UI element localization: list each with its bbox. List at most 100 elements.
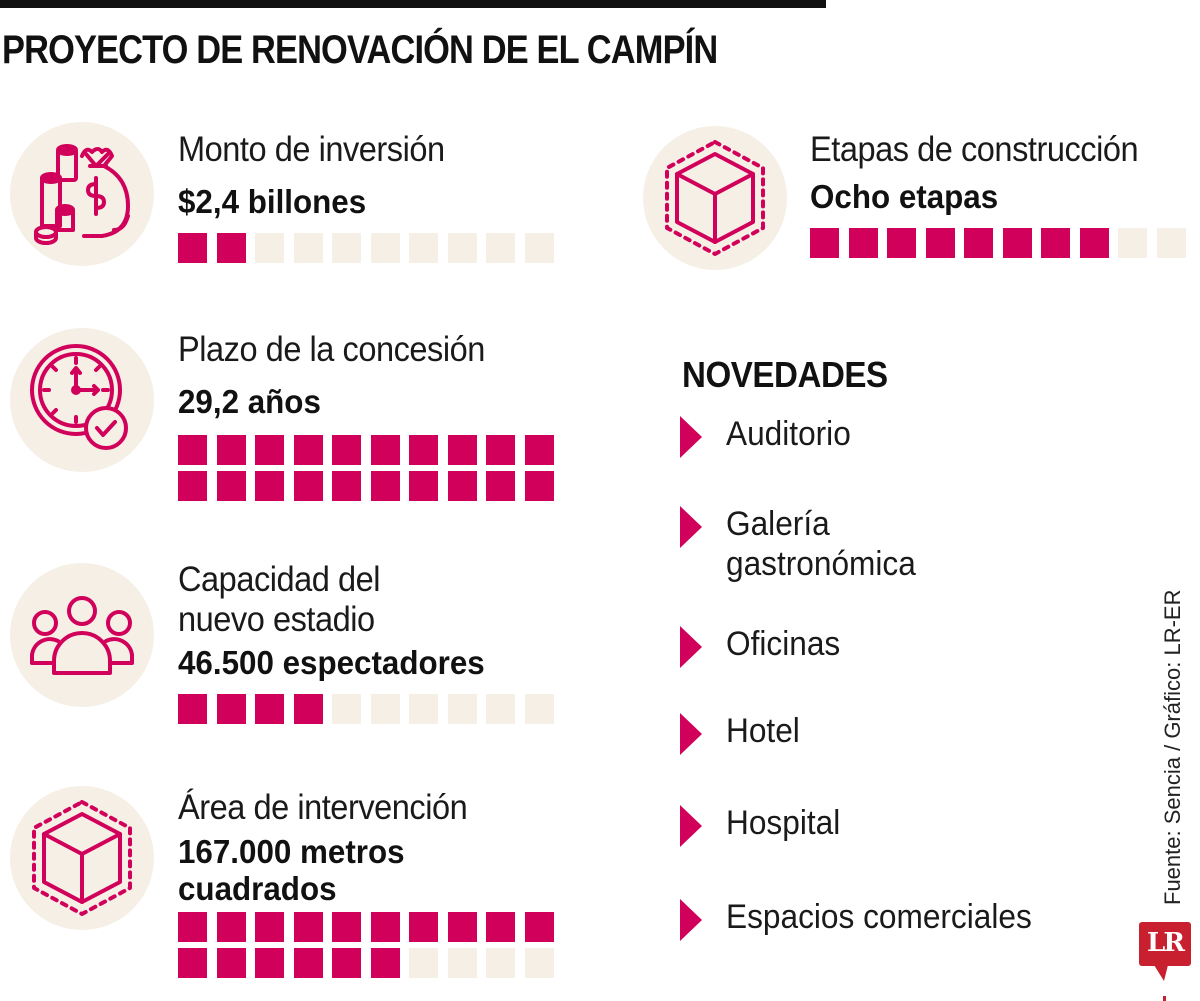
source-credit: Fuente: Sencia / Gráfico: LR-ER xyxy=(1160,589,1185,905)
pictogram-square-empty xyxy=(486,694,515,724)
pictogram-square-empty xyxy=(486,233,515,263)
cube-area-icon xyxy=(643,126,787,270)
pictogram-square-empty xyxy=(486,948,515,978)
metric-value-capacidad: 46.500 espectadores xyxy=(178,644,485,681)
pictogram-square-filled xyxy=(447,912,477,942)
pictogram-square-filled xyxy=(332,948,361,978)
pictogram-square-empty xyxy=(332,694,361,724)
top-rule xyxy=(0,0,826,8)
triangle-bullet-icon xyxy=(680,713,702,755)
triangle-bullet-icon xyxy=(680,805,702,847)
novedades-title: NOVEDADES xyxy=(682,354,888,395)
pictogram-square-filled xyxy=(964,228,993,258)
pictogram-square-filled xyxy=(332,471,361,501)
metric-value-etapas: Ocho etapas xyxy=(810,178,999,215)
infographic-title: PROYECTO DE RENOVACIÓN DE EL CAMPÍN xyxy=(2,28,718,72)
pictogram-square-filled xyxy=(1079,228,1109,258)
pictogram-square-empty xyxy=(524,948,554,978)
pictogram-square-empty xyxy=(1156,228,1186,258)
pictogram-square-empty xyxy=(293,233,323,263)
pictogram-square-filled xyxy=(887,228,916,258)
pictogram-square-filled xyxy=(486,435,515,465)
triangle-bullet-icon xyxy=(680,416,702,458)
lr-logo: LR xyxy=(1139,922,1191,966)
pictogram-square-filled xyxy=(524,471,554,501)
pictogram-square-empty xyxy=(447,948,477,978)
pictogram-square-filled xyxy=(255,435,284,465)
pictogram-square-empty xyxy=(370,233,400,263)
triangle-bullet-icon xyxy=(680,506,702,548)
lr-logo-tail xyxy=(1154,965,1168,981)
metric-label-plazo: Plazo de la concesión xyxy=(178,330,485,369)
pictogram-square-filled xyxy=(848,228,878,258)
pictogram-square-filled xyxy=(178,912,207,942)
pictogram-square-filled xyxy=(216,233,246,263)
pictogram-square-filled xyxy=(524,435,554,465)
pictogram-square-filled xyxy=(524,912,554,942)
pictogram-square-filled xyxy=(216,471,246,501)
metric-label-capacidad-line2: nuevo estadio xyxy=(178,600,375,639)
pictogram-square-filled xyxy=(216,912,246,942)
pictogram-square-filled xyxy=(255,694,284,724)
pictogram-square-filled xyxy=(409,435,438,465)
metric-label-etapas: Etapas de construcción xyxy=(810,130,1139,169)
pictogram-plazo xyxy=(178,435,554,501)
pictogram-square-filled xyxy=(255,948,284,978)
money-bag-coins-icon xyxy=(10,122,154,266)
pictogram-square-filled xyxy=(1002,228,1032,258)
pictogram-square-filled xyxy=(486,471,515,501)
pictogram-square-filled xyxy=(255,471,284,501)
pictogram-square-filled xyxy=(293,912,323,942)
pictogram-area xyxy=(178,912,554,978)
pictogram-square-empty xyxy=(409,694,438,724)
pictogram-square-filled xyxy=(178,435,207,465)
metric-value-area-line2: cuadrados xyxy=(178,870,337,907)
pictogram-square-filled xyxy=(216,694,246,724)
pictogram-square-filled xyxy=(178,948,207,978)
metric-label-capacidad-line1: Capacidad del xyxy=(178,560,381,599)
pictogram-square-filled xyxy=(332,912,361,942)
pictogram-square-filled xyxy=(293,471,323,501)
pictogram-square-empty xyxy=(447,694,477,724)
pictogram-square-filled xyxy=(1041,228,1070,258)
people-group-icon xyxy=(10,563,154,707)
pictogram-square-filled xyxy=(178,233,207,263)
pictogram-capacidad xyxy=(178,694,554,724)
pictogram-square-empty xyxy=(447,233,477,263)
metric-value-area-line1: 167.000 metros xyxy=(178,833,405,870)
clock-check-icon xyxy=(10,328,154,472)
pictogram-square-filled xyxy=(810,228,839,258)
cube-area-icon xyxy=(10,786,154,930)
pictogram-square-filled xyxy=(255,912,284,942)
pictogram-square-empty xyxy=(332,233,361,263)
pictogram-square-filled xyxy=(370,912,400,942)
pictogram-monto xyxy=(178,233,554,263)
pictogram-square-filled xyxy=(447,471,477,501)
pictogram-square-empty xyxy=(1118,228,1147,258)
pictogram-square-filled xyxy=(178,694,207,724)
metric-label-area: Área de intervención xyxy=(178,788,468,827)
pictogram-square-filled xyxy=(409,471,438,501)
pictogram-square-filled xyxy=(216,948,246,978)
pictogram-square-empty xyxy=(370,694,400,724)
pictogram-square-empty xyxy=(524,694,554,724)
triangle-bullet-icon xyxy=(680,626,702,668)
pictogram-square-filled xyxy=(293,435,323,465)
lr-logo-dot xyxy=(1163,996,1166,1001)
pictogram-square-filled xyxy=(925,228,955,258)
pictogram-square-empty xyxy=(409,948,438,978)
pictogram-square-filled xyxy=(216,435,246,465)
pictogram-etapas xyxy=(810,228,1186,258)
pictogram-square-filled xyxy=(332,435,361,465)
triangle-bullet-icon xyxy=(680,899,702,941)
pictogram-square-filled xyxy=(370,435,400,465)
pictogram-square-filled xyxy=(293,694,323,724)
metric-value-monto: $2,4 billones xyxy=(178,183,367,220)
metric-value-plazo: 29,2 años xyxy=(178,383,321,420)
metric-label-monto: Monto de inversión xyxy=(178,130,445,169)
pictogram-square-filled xyxy=(409,912,438,942)
pictogram-square-filled xyxy=(293,948,323,978)
pictogram-square-filled xyxy=(447,435,477,465)
pictogram-square-empty xyxy=(524,233,554,263)
pictogram-square-filled xyxy=(486,912,515,942)
